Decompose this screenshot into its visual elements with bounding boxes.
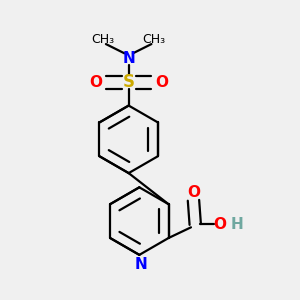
Text: O: O xyxy=(156,75,169,90)
Text: CH₃: CH₃ xyxy=(92,33,115,46)
Text: S: S xyxy=(123,74,135,92)
Text: O: O xyxy=(187,185,200,200)
Text: H: H xyxy=(231,217,244,232)
Text: N: N xyxy=(135,257,148,272)
Text: O: O xyxy=(214,217,226,232)
Text: O: O xyxy=(89,75,102,90)
Text: CH₃: CH₃ xyxy=(143,33,166,46)
Text: N: N xyxy=(122,51,135,66)
